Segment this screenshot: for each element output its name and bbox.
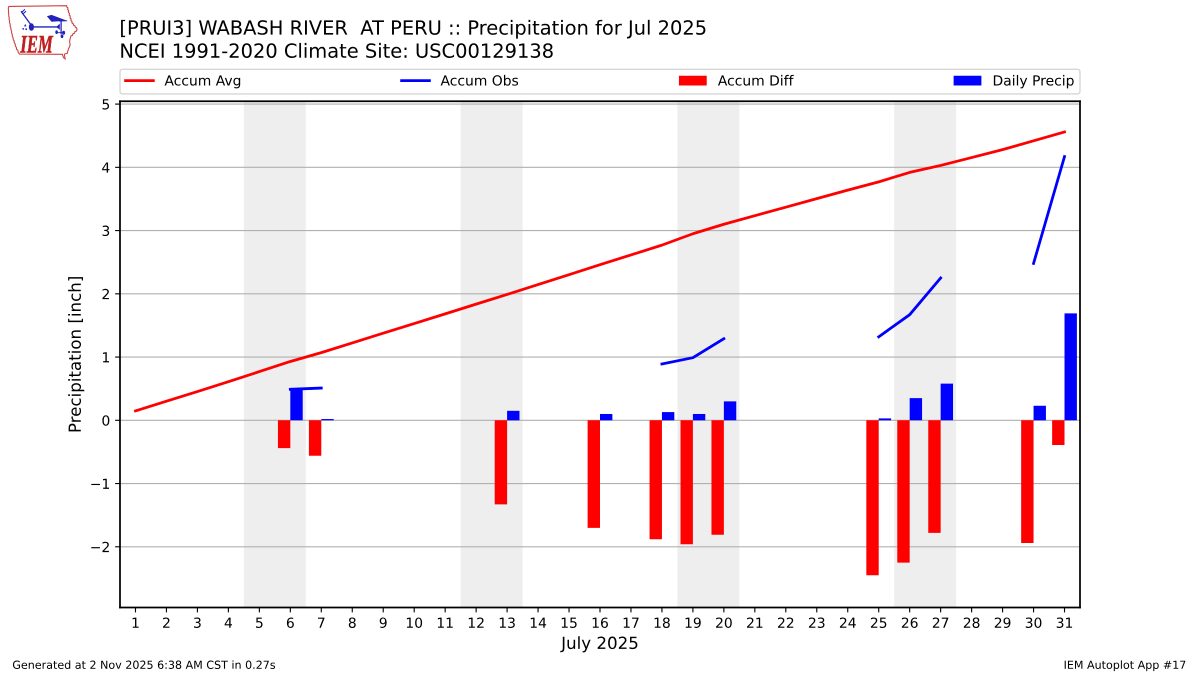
svg-text:IEM: IEM: [19, 30, 53, 58]
